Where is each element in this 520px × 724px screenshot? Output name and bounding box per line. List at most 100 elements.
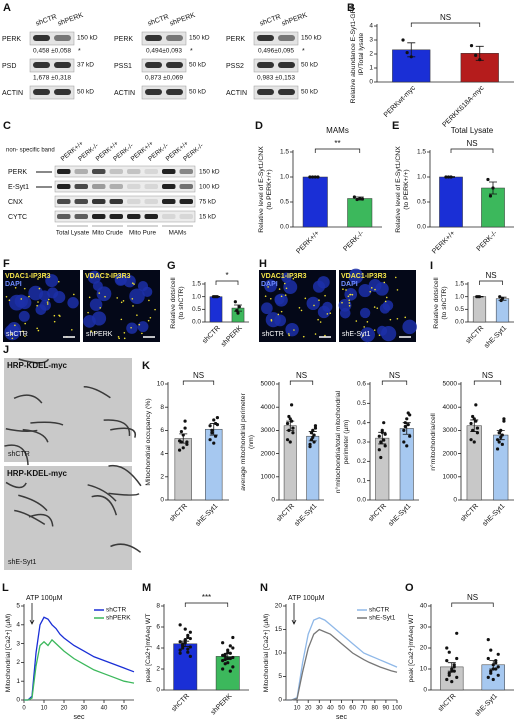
dot	[389, 318, 392, 321]
nucleus	[359, 307, 371, 319]
dot	[116, 297, 119, 299]
dot	[369, 290, 372, 293]
blot-band	[127, 184, 141, 189]
y-tick-label: 1.5	[192, 281, 201, 288]
data-point	[223, 657, 227, 662]
data-point	[178, 623, 182, 627]
dot	[376, 307, 379, 309]
data-point	[474, 403, 478, 407]
data-point	[475, 431, 480, 435]
x-tick-label: shCTR	[460, 503, 480, 523]
x-tick-label: shE-Syt1	[474, 693, 499, 718]
y-tick-label: 2	[369, 51, 373, 58]
data-point	[491, 186, 495, 190]
dot	[378, 334, 381, 337]
data-point	[406, 423, 410, 427]
y-tick-label: 3	[369, 37, 373, 44]
x-tick-label: 90	[383, 706, 390, 712]
data-point	[210, 431, 214, 435]
x-tick-label: 60	[349, 706, 356, 712]
dot	[348, 302, 351, 304]
blot-band	[144, 184, 158, 189]
membrane	[28, 513, 54, 527]
data-point	[226, 650, 230, 654]
dot	[302, 335, 305, 338]
series-line	[24, 638, 135, 701]
blot-band	[278, 89, 295, 95]
blot-band	[74, 184, 88, 189]
dot	[87, 311, 89, 314]
data-point	[287, 428, 291, 432]
data-point	[188, 654, 192, 659]
dot	[363, 326, 365, 328]
y-tick-label: 0	[423, 687, 427, 694]
data-point	[360, 197, 365, 201]
panel-letter: M	[142, 582, 151, 594]
panel-letter: E	[392, 120, 399, 132]
data-point	[444, 175, 448, 179]
data-point	[495, 438, 500, 442]
data-point	[186, 633, 190, 638]
significance: *	[302, 48, 305, 55]
nucleus	[382, 300, 394, 311]
y-tick-label: 0	[271, 497, 275, 504]
nucleus	[39, 290, 51, 302]
x-tick-label: 50	[338, 706, 345, 712]
data-point	[447, 650, 451, 654]
data-point	[183, 639, 187, 643]
x-tick-label: shCTR	[276, 503, 296, 523]
y-tick-label: 0	[156, 687, 160, 694]
dot	[283, 282, 286, 285]
significance: NS	[389, 371, 400, 380]
data-point	[408, 413, 412, 417]
quantification: 0,873 ±0,069	[145, 75, 183, 82]
dot	[396, 289, 399, 291]
blot-band	[74, 169, 88, 174]
kd-label: 50 kD	[301, 89, 318, 96]
data-point	[308, 442, 312, 446]
dot	[8, 299, 11, 302]
y-tick-label: 10	[420, 666, 428, 673]
dot	[117, 336, 120, 338]
blot-band	[144, 199, 158, 204]
data-point	[352, 195, 357, 199]
dot	[270, 318, 273, 321]
dot	[73, 293, 75, 296]
data-point	[215, 423, 220, 427]
x-tick-label: shE-Syt1	[194, 503, 219, 528]
protein-label: PSS2	[226, 63, 244, 70]
y-axis-label: Relative level of E-Syt1/CNX	[395, 146, 402, 233]
blot-band	[127, 169, 141, 174]
dot	[351, 293, 354, 296]
stain-label: DAPI	[5, 281, 22, 288]
data-point	[221, 659, 225, 663]
nucleus	[402, 319, 417, 335]
data-point	[445, 659, 449, 663]
blot-band	[92, 214, 106, 219]
significance: *	[78, 48, 81, 55]
quantification: 0,496±0,095	[258, 48, 294, 55]
panel-letter: I	[430, 260, 433, 272]
data-point	[478, 58, 482, 62]
dot	[373, 306, 376, 308]
data-point	[475, 426, 480, 430]
blot-band	[145, 89, 162, 95]
data-point	[403, 421, 407, 425]
dot	[370, 287, 373, 289]
dot	[267, 281, 269, 284]
bar	[306, 435, 320, 501]
dot	[280, 295, 283, 298]
dot	[107, 273, 110, 276]
blot-band	[33, 35, 50, 41]
kd-label: 150 kD	[189, 35, 210, 42]
dot	[292, 277, 295, 280]
kd-label: 50 kD	[189, 89, 206, 96]
y-axis-label: (to shCTR)	[178, 286, 185, 319]
blot-band	[162, 184, 176, 189]
data-point	[213, 434, 218, 438]
blot-band	[109, 184, 123, 189]
blot-band	[74, 214, 88, 219]
legend-label: shE-Syt1	[369, 615, 396, 622]
dot	[264, 295, 267, 298]
